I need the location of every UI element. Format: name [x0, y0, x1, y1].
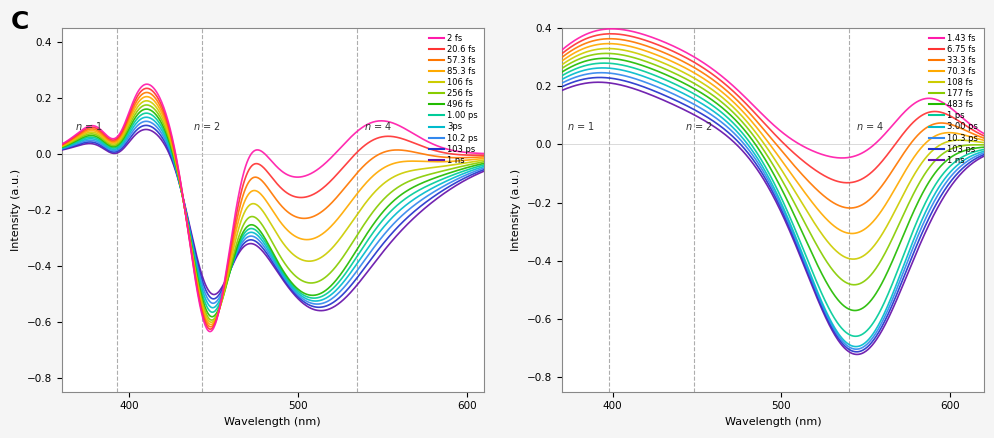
Text: $n$ = 4: $n$ = 4 [364, 120, 392, 132]
Text: C: C [11, 10, 30, 34]
Y-axis label: Intensity (a.u.): Intensity (a.u.) [11, 169, 21, 251]
Legend: 2 fs, 20.6 fs, 57.3 fs, 85.3 fs, 106 fs, 256 fs, 496 fs, 1.00 ps, 3ps, 10.2 ps, : 2 fs, 20.6 fs, 57.3 fs, 85.3 fs, 106 fs,… [426, 32, 479, 166]
X-axis label: Wavelength (nm): Wavelength (nm) [724, 417, 820, 427]
Y-axis label: Intensity (a.u.): Intensity (a.u.) [511, 169, 521, 251]
X-axis label: Wavelength (nm): Wavelength (nm) [224, 417, 321, 427]
Text: $n$ = 2: $n$ = 2 [193, 120, 221, 132]
Text: $n$ = 1: $n$ = 1 [567, 120, 594, 132]
Text: $n$ = 4: $n$ = 4 [855, 120, 883, 132]
Text: $n$ = 1: $n$ = 1 [76, 120, 102, 132]
Text: $n$ = 2: $n$ = 2 [685, 120, 712, 132]
Legend: 1.43 fs, 6.75 fs, 33.3 fs, 70.3 fs, 108 fs, 177 fs, 483 fs, 1 ps, 3.00 ps, 10.3 : 1.43 fs, 6.75 fs, 33.3 fs, 70.3 fs, 108 … [926, 32, 979, 166]
